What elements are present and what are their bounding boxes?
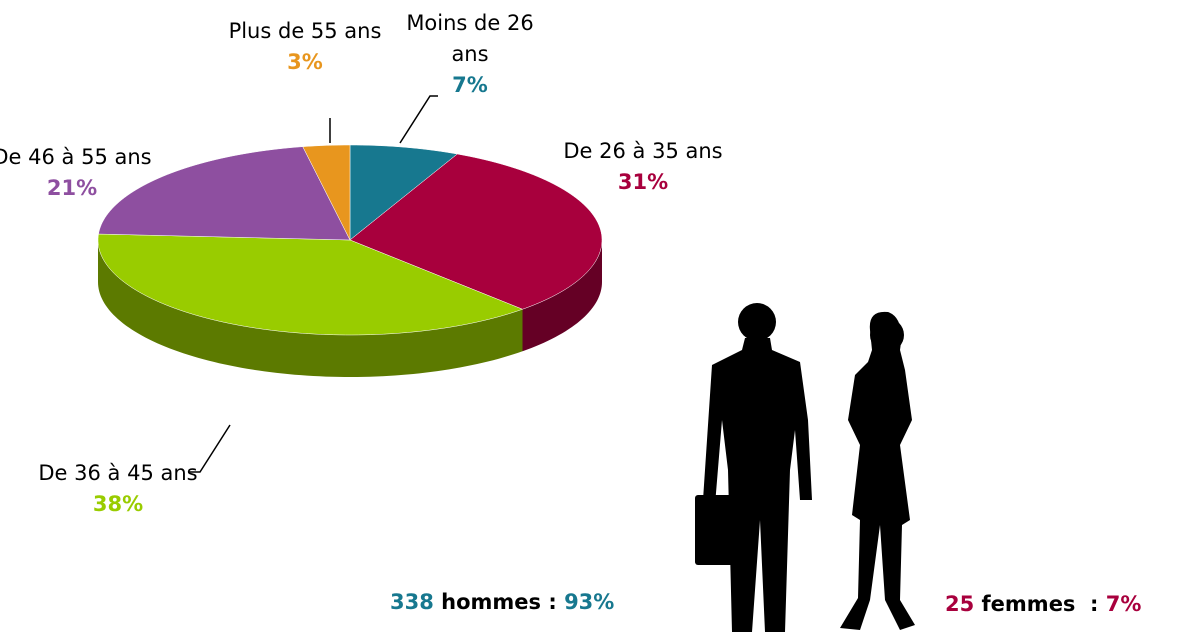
share: 7%: [1105, 592, 1142, 616]
count: 338: [390, 590, 434, 614]
label: femmes :: [981, 592, 1099, 616]
slice: [302, 144, 351, 241]
category: De 46 à 55 ans: [0, 145, 152, 169]
silhouettes: [695, 303, 915, 632]
slice-side: [522, 240, 602, 352]
slice: [98, 146, 351, 241]
label: hommes :: [441, 590, 557, 614]
value-label: 38%: [92, 492, 144, 516]
category: Plus de 55 ans: [228, 19, 382, 43]
summary-women: 25 femmes : 7%: [945, 592, 1141, 616]
value-label: 21%: [46, 176, 98, 200]
woman-body: [840, 311, 915, 630]
category: De 26 à 35 ans: [563, 139, 723, 163]
value-label: 3%: [287, 50, 323, 74]
value-label: 7%: [452, 73, 488, 97]
category: Moins de 26 ans: [406, 11, 534, 66]
man-body: [703, 338, 812, 632]
value-label: 31%: [617, 170, 669, 194]
count: 25: [945, 592, 975, 616]
category: De 36 à 45 ans: [38, 461, 198, 485]
share: 93%: [564, 590, 615, 614]
pie: [97, 144, 603, 377]
man-head: [738, 303, 776, 341]
slice-label: Moins de 26 ans 7%: [390, 8, 550, 101]
slice: [349, 153, 603, 310]
slice: [97, 233, 524, 336]
slice-label: De 36 à 45 ans 38%: [38, 458, 198, 520]
leader-lines: [188, 95, 438, 473]
leader-line: [188, 424, 231, 473]
briefcase: [695, 495, 737, 565]
slice: [349, 144, 458, 241]
slice-side: [98, 240, 523, 377]
slice-label: De 46 à 55 ans 21%: [0, 142, 152, 204]
leader-line: [399, 95, 438, 144]
slice-label: Plus de 55 ans 3%: [225, 16, 385, 78]
slice-label: De 26 à 35 ans 31%: [563, 136, 723, 198]
summary-men: 338 hommes : 93%: [390, 590, 614, 614]
